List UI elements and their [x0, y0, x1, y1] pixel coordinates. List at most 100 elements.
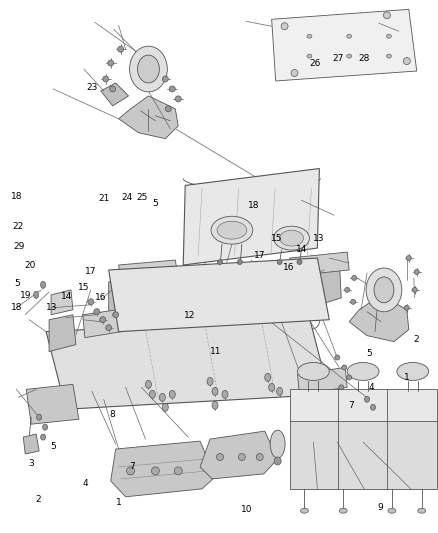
Ellipse shape	[268, 383, 274, 391]
Text: 22: 22	[12, 222, 24, 231]
Ellipse shape	[159, 393, 165, 401]
Ellipse shape	[174, 467, 182, 475]
Ellipse shape	[113, 312, 118, 318]
Text: 2: 2	[35, 495, 41, 504]
Text: 4: 4	[367, 383, 373, 392]
Ellipse shape	[273, 226, 309, 250]
Ellipse shape	[212, 401, 218, 409]
Polygon shape	[118, 96, 178, 139]
Polygon shape	[118, 260, 178, 283]
Text: 29: 29	[13, 242, 25, 251]
Ellipse shape	[411, 287, 416, 293]
Ellipse shape	[42, 424, 47, 430]
Ellipse shape	[207, 377, 212, 385]
Text: 19: 19	[20, 291, 31, 300]
Text: 15: 15	[78, 283, 89, 292]
Text: 16: 16	[282, 263, 293, 272]
Ellipse shape	[126, 467, 134, 475]
Ellipse shape	[256, 454, 263, 461]
Ellipse shape	[162, 403, 168, 411]
Text: 5: 5	[365, 350, 371, 359]
Polygon shape	[289, 419, 436, 489]
Ellipse shape	[238, 454, 245, 461]
Polygon shape	[348, 295, 408, 342]
Ellipse shape	[41, 434, 46, 440]
Text: 12: 12	[184, 311, 195, 320]
Ellipse shape	[346, 54, 351, 58]
Text: 17: 17	[253, 252, 265, 261]
Text: 14: 14	[295, 245, 307, 254]
Text: 18: 18	[11, 192, 22, 201]
Ellipse shape	[339, 508, 346, 513]
Polygon shape	[51, 290, 73, 315]
Ellipse shape	[346, 362, 378, 381]
Ellipse shape	[297, 260, 301, 264]
Ellipse shape	[306, 54, 311, 58]
Ellipse shape	[216, 454, 223, 461]
Ellipse shape	[217, 260, 222, 264]
Ellipse shape	[346, 34, 351, 38]
Ellipse shape	[341, 365, 346, 370]
Text: 10: 10	[240, 505, 252, 514]
Ellipse shape	[350, 300, 355, 304]
Ellipse shape	[370, 404, 374, 410]
Polygon shape	[49, 315, 76, 352]
Ellipse shape	[41, 281, 46, 288]
Ellipse shape	[297, 362, 328, 381]
Polygon shape	[109, 275, 132, 322]
Text: 28: 28	[358, 54, 369, 63]
Ellipse shape	[110, 86, 115, 92]
Text: 4: 4	[82, 479, 88, 488]
Ellipse shape	[382, 12, 389, 19]
Text: 15: 15	[270, 235, 281, 244]
Ellipse shape	[99, 317, 106, 322]
Ellipse shape	[211, 216, 252, 244]
Text: 26: 26	[308, 60, 320, 68]
Ellipse shape	[34, 292, 39, 298]
Text: 20: 20	[24, 261, 35, 270]
Ellipse shape	[279, 230, 303, 246]
Ellipse shape	[37, 414, 42, 420]
Polygon shape	[317, 258, 340, 305]
Ellipse shape	[175, 96, 181, 102]
Polygon shape	[101, 83, 128, 106]
Ellipse shape	[364, 397, 369, 402]
Text: 5: 5	[14, 279, 19, 288]
Text: 3: 3	[28, 459, 34, 469]
Ellipse shape	[413, 270, 418, 274]
Ellipse shape	[338, 385, 343, 390]
Ellipse shape	[106, 325, 111, 330]
Ellipse shape	[151, 467, 159, 475]
Ellipse shape	[145, 381, 151, 389]
Text: 13: 13	[46, 303, 57, 312]
Ellipse shape	[373, 277, 393, 303]
Ellipse shape	[216, 221, 246, 239]
Polygon shape	[83, 308, 133, 337]
Ellipse shape	[169, 390, 175, 398]
Polygon shape	[271, 10, 416, 81]
Text: 16: 16	[95, 293, 106, 302]
Text: 5: 5	[152, 199, 157, 208]
Text: 1: 1	[116, 498, 122, 507]
Text: 1: 1	[403, 373, 409, 382]
Polygon shape	[297, 367, 346, 394]
Ellipse shape	[149, 390, 155, 398]
Text: 17: 17	[85, 268, 96, 276]
Text: 25: 25	[136, 193, 147, 202]
Ellipse shape	[94, 309, 99, 315]
Ellipse shape	[222, 390, 227, 398]
Ellipse shape	[107, 60, 113, 66]
Ellipse shape	[406, 255, 410, 261]
Polygon shape	[109, 258, 328, 332]
Ellipse shape	[334, 355, 339, 360]
Ellipse shape	[396, 362, 427, 381]
Ellipse shape	[269, 430, 284, 458]
Ellipse shape	[273, 457, 280, 465]
Ellipse shape	[290, 69, 297, 77]
Polygon shape	[46, 318, 328, 409]
Text: 14: 14	[61, 292, 72, 301]
Text: 21: 21	[98, 194, 110, 203]
Text: 23: 23	[86, 83, 98, 92]
Text: 18: 18	[11, 303, 22, 312]
Ellipse shape	[102, 76, 109, 82]
